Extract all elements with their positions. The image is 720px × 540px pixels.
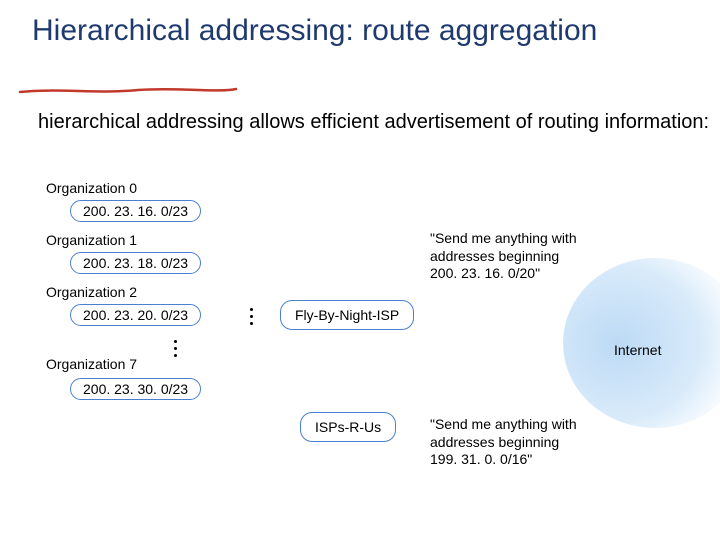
org7-prefix: 200. 23. 30. 0/23 — [70, 378, 201, 400]
org1-label: Organization 1 — [46, 232, 137, 248]
slide-subtitle: hierarchical addressing allows efficient… — [38, 110, 709, 134]
underline-stroke — [18, 86, 238, 96]
org2-label: Organization 2 — [46, 284, 137, 300]
org7-label: Organization 7 — [46, 356, 137, 372]
isp-isps-r-us: ISPs-R-Us — [300, 412, 396, 442]
org1-prefix: 200. 23. 18. 0/23 — [70, 252, 201, 274]
isp-fly-by-night: Fly-By-Night-ISP — [280, 300, 414, 330]
org0-label: Organization 0 — [46, 180, 137, 196]
vdots-lines — [248, 308, 254, 325]
quote-aggregate-20: "Send me anything with addresses beginni… — [430, 230, 580, 283]
org0-prefix: 200. 23. 16. 0/23 — [70, 200, 201, 222]
quote-aggregate-16: "Send me anything with addresses beginni… — [430, 416, 580, 469]
org2-prefix: 200. 23. 20. 0/23 — [70, 304, 201, 326]
internet-label: Internet — [614, 342, 661, 358]
slide-title: Hierarchical addressing: route aggregati… — [32, 14, 597, 49]
vdots-orgs — [172, 340, 178, 357]
